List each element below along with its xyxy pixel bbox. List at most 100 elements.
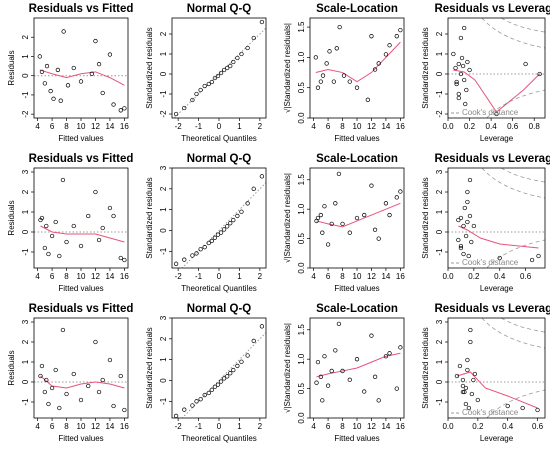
data-point xyxy=(315,359,321,365)
x-axis-label: Leverage xyxy=(480,284,514,293)
x-tick-label: 8 xyxy=(340,422,345,431)
data-point xyxy=(225,224,230,229)
panel: Normal Q-Q Theoretical Quantiles Standardi… xyxy=(145,303,267,443)
x-tick-label: 10 xyxy=(77,122,86,131)
panel: Scale-Location Fitted values √|Standardize… xyxy=(283,303,405,443)
plot-area xyxy=(314,171,403,247)
data-point xyxy=(198,397,203,402)
cooks-distance-contour xyxy=(481,18,545,49)
data-point xyxy=(39,69,45,74)
cooks-distance-contour xyxy=(481,168,545,199)
x-tick-label: 0.0 xyxy=(442,122,454,131)
y-tick-label: 0.0 xyxy=(297,412,306,424)
y-tick-label: 2 xyxy=(21,34,30,39)
data-point xyxy=(259,324,265,329)
x-tick-label: 0.0 xyxy=(442,422,454,431)
data-point xyxy=(365,97,370,102)
data-point xyxy=(465,367,470,373)
data-point xyxy=(458,71,464,77)
data-point xyxy=(215,73,221,79)
data-point xyxy=(190,97,195,103)
panel-title: Residuals vs Leverage xyxy=(434,153,550,165)
plot-area xyxy=(173,324,266,418)
x-tick-label: 8 xyxy=(340,272,345,281)
data-point xyxy=(48,88,53,94)
y-axis-label: Standardized residuals xyxy=(421,327,430,408)
data-point xyxy=(107,357,113,363)
data-point xyxy=(38,373,43,379)
plot-area xyxy=(314,321,403,403)
y-tick-label: 2 xyxy=(435,339,444,344)
data-point xyxy=(394,195,399,200)
x-tick-label: 2 xyxy=(258,272,263,281)
data-point xyxy=(173,413,179,418)
data-point xyxy=(456,95,461,101)
x-tick-label: 0.2 xyxy=(464,122,476,131)
data-point xyxy=(78,397,84,403)
x-axis-label: Theoretical Quantiles xyxy=(181,284,257,293)
data-point xyxy=(111,102,116,107)
data-point xyxy=(239,51,244,57)
x-axis-label: Theoretical Quantiles xyxy=(181,134,257,143)
smooth-line xyxy=(39,69,125,86)
y-tick-label: 0 xyxy=(21,73,30,78)
x-tick-label: 16 xyxy=(396,122,405,131)
data-point xyxy=(462,389,467,395)
y-axis-label: Standardized residuals xyxy=(145,327,154,408)
smooth-line xyxy=(315,41,401,83)
data-point xyxy=(537,71,542,77)
data-point xyxy=(535,407,540,413)
data-point xyxy=(369,183,374,188)
x-tick-label: 0.2 xyxy=(472,422,484,431)
data-point xyxy=(100,377,105,383)
data-point xyxy=(461,223,466,229)
x-tick-label: -2 xyxy=(175,422,183,431)
data-point xyxy=(218,70,224,76)
plot-area xyxy=(173,19,266,118)
data-point xyxy=(93,339,98,345)
y-tick-label: 0 xyxy=(435,379,444,384)
data-point xyxy=(334,46,339,51)
y-tick-label: 3 xyxy=(159,315,168,320)
data-point xyxy=(336,321,342,327)
data-point xyxy=(78,243,84,249)
x-tick-label: -1 xyxy=(195,272,203,281)
data-point xyxy=(37,54,42,59)
y-axis-label: Standardized residuals xyxy=(421,177,430,258)
data-point xyxy=(57,253,62,259)
x-tick-label: 0.6 xyxy=(532,422,544,431)
data-point xyxy=(341,73,347,78)
data-point xyxy=(212,235,218,240)
panel-title: Normal Q-Q xyxy=(187,153,252,165)
data-point xyxy=(347,377,352,382)
data-point xyxy=(259,174,265,179)
y-tick-label: 2 xyxy=(435,189,444,194)
x-tick-label: 6 xyxy=(50,122,55,131)
data-point xyxy=(107,205,113,211)
plot-area xyxy=(448,168,545,268)
data-point xyxy=(96,237,102,243)
panel: Residuals vs Leverage Leverage Standardize… xyxy=(421,303,550,443)
x-tick-label: 0.4 xyxy=(494,272,506,281)
y-tick-label: 1 xyxy=(21,54,30,59)
y-axis-label: Standardized residuals xyxy=(145,177,154,258)
data-point xyxy=(383,52,389,57)
y-tick-label: 0.5 xyxy=(297,232,306,244)
x-tick-label: 2 xyxy=(258,422,263,431)
data-point xyxy=(206,81,211,87)
y-tick-label: -2 xyxy=(21,110,30,118)
data-point xyxy=(333,348,338,353)
y-tick-label: 1.5 xyxy=(297,21,306,33)
x-tick-label: 16 xyxy=(396,272,405,281)
plot-area xyxy=(173,174,266,268)
x-tick-label: 6 xyxy=(326,272,331,281)
x-tick-label: 4 xyxy=(35,122,40,131)
x-tick-label: 1 xyxy=(237,272,242,281)
y-tick-label: 1 xyxy=(435,51,444,56)
data-point xyxy=(235,55,240,61)
y-tick-label: 2 xyxy=(21,189,30,194)
plot-frame xyxy=(447,317,546,419)
x-axis-label: Leverage xyxy=(480,134,514,143)
data-point xyxy=(394,34,399,39)
